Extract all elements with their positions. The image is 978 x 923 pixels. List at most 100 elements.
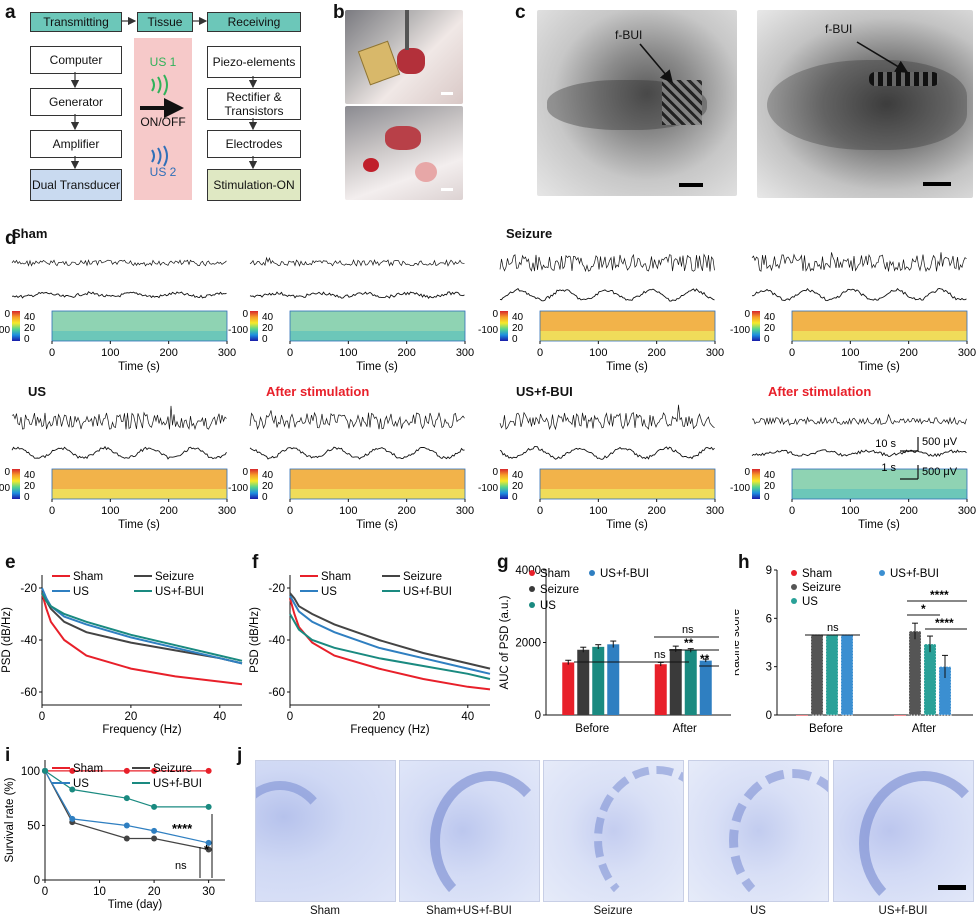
bar — [811, 634, 823, 715]
y-axis-label: Racine score — [735, 609, 742, 676]
legend-entry: Sham — [802, 568, 832, 580]
onoff-label: ON/OFF — [140, 115, 186, 129]
spectrogram-band — [540, 331, 715, 341]
x-category-label: After — [673, 723, 697, 735]
chart-i-survival: 0 50 100 Survival rate (%) Time (day) 0 10 20 30… — [4, 760, 225, 911]
spectrogram-colorbar — [250, 469, 258, 499]
significance-label: ** — [684, 636, 694, 650]
spectrogram-frame — [289, 468, 466, 500]
eeg-group-title: Seizure — [506, 226, 552, 241]
y-tick-label: 0 — [766, 710, 772, 722]
x-tick-label: 100 — [101, 347, 119, 359]
x-tick-label: 20 — [372, 711, 385, 723]
data-point — [151, 803, 158, 810]
spectrogram-colorbar — [752, 469, 760, 499]
bar — [909, 631, 921, 715]
colorbar-tick: 20 — [764, 323, 776, 334]
y-tick-label: -20 — [268, 583, 285, 595]
eeg-group-title: After stimulation — [768, 384, 871, 399]
significance-label: * — [921, 602, 926, 616]
legend-entry: Sham — [321, 571, 351, 583]
chart-h-racine: 0 3 6 9 Racine score Before After Sham Seizure US… — [735, 565, 973, 735]
x-tick-label: 300 — [218, 505, 236, 517]
legend-entry: US+f-BUI — [600, 568, 649, 580]
spectrogram-frame — [791, 468, 968, 500]
eeg-filtered-trace — [499, 446, 715, 460]
significance-label: **** — [935, 616, 954, 630]
spectrogram-band — [52, 489, 227, 499]
eeg-raw-trace — [751, 252, 967, 273]
x-tick-label: 100 — [841, 505, 859, 517]
colorbar-tick: 0 — [242, 467, 248, 478]
significance-label: ** — [700, 652, 710, 666]
x-axis-label: Frequency (Hz) — [350, 724, 429, 736]
colorbar-tick: -100 — [228, 483, 248, 494]
bar — [894, 715, 906, 716]
colorbar-tick: 40 — [764, 470, 776, 481]
series-line-sham — [41, 592, 243, 686]
header-tissue: Tissue — [137, 12, 193, 32]
panel-label-e: e — [5, 552, 16, 573]
legend-marker — [529, 602, 535, 608]
series-line-seizure — [289, 592, 491, 670]
panel-a-arrows — [70, 16, 258, 170]
histology-label: Seizure — [593, 905, 633, 917]
data-point — [205, 846, 212, 853]
bar-texture — [825, 633, 839, 716]
colorbar-tick: 20 — [24, 323, 36, 334]
legend-marker — [589, 570, 595, 576]
x-axis-label: Time (s) — [118, 361, 160, 373]
x-tick-label: 300 — [456, 505, 474, 517]
eeg-filtered-trace — [751, 449, 967, 458]
y-axis-label: PSD (dB/Hz) — [249, 607, 261, 673]
scalebar-bottom-voltage: 500 μV — [922, 466, 958, 478]
panel-label-a: a — [5, 2, 16, 23]
y-tick-label: 50 — [27, 820, 40, 832]
x-tick-label: 300 — [706, 347, 724, 359]
x-tick-label: 0 — [287, 347, 293, 359]
data-point — [69, 767, 76, 774]
x-tick-label: 0 — [49, 505, 55, 517]
x-tick-label: 100 — [841, 347, 859, 359]
us1-wave-icon — [151, 74, 168, 96]
legend-entry: US — [73, 778, 89, 790]
colorbar-tick: 0 — [492, 467, 498, 478]
spectrogram-band — [290, 331, 465, 341]
x-tick-label: 200 — [159, 505, 177, 517]
bar — [577, 649, 590, 715]
bar — [669, 649, 682, 715]
x-tick-label: 0 — [42, 886, 48, 898]
colorbar-tick: 40 — [512, 312, 524, 323]
colorbar-tick: 20 — [512, 481, 524, 492]
box-electrodes: Electrodes — [207, 130, 301, 158]
spectrogram-band — [792, 331, 967, 341]
bar — [699, 660, 712, 715]
x-tick-label: 200 — [397, 347, 415, 359]
y-tick-label: 4000 — [515, 565, 541, 577]
colorbar-tick: -100 — [730, 325, 750, 336]
panel-label-j: j — [237, 745, 243, 766]
data-point — [205, 839, 212, 846]
x-tick-label: 200 — [899, 347, 917, 359]
histology-image — [399, 760, 540, 902]
histology-image — [255, 760, 396, 902]
panel-label-d: d — [5, 228, 17, 249]
bar-texture — [840, 633, 854, 716]
xray-arrows — [639, 41, 909, 84]
y-tick-label: -60 — [20, 687, 37, 699]
spectrogram-colorbar — [250, 311, 258, 341]
surgery-photo-bottom — [345, 106, 463, 200]
legend-marker — [791, 584, 797, 590]
x-tick-label: 200 — [647, 505, 665, 517]
eeg-raw-trace — [499, 404, 715, 431]
chart-g-auc: 0 2000 4000 AUC of PSD (a.u.) Before After Sha… — [499, 565, 731, 735]
x-axis-label: Time (s) — [858, 519, 900, 531]
x-tick-label: 300 — [218, 347, 236, 359]
legend-entry: US — [321, 586, 337, 598]
eeg-filtered-trace — [249, 291, 465, 299]
colorbar-tick: 20 — [764, 481, 776, 492]
